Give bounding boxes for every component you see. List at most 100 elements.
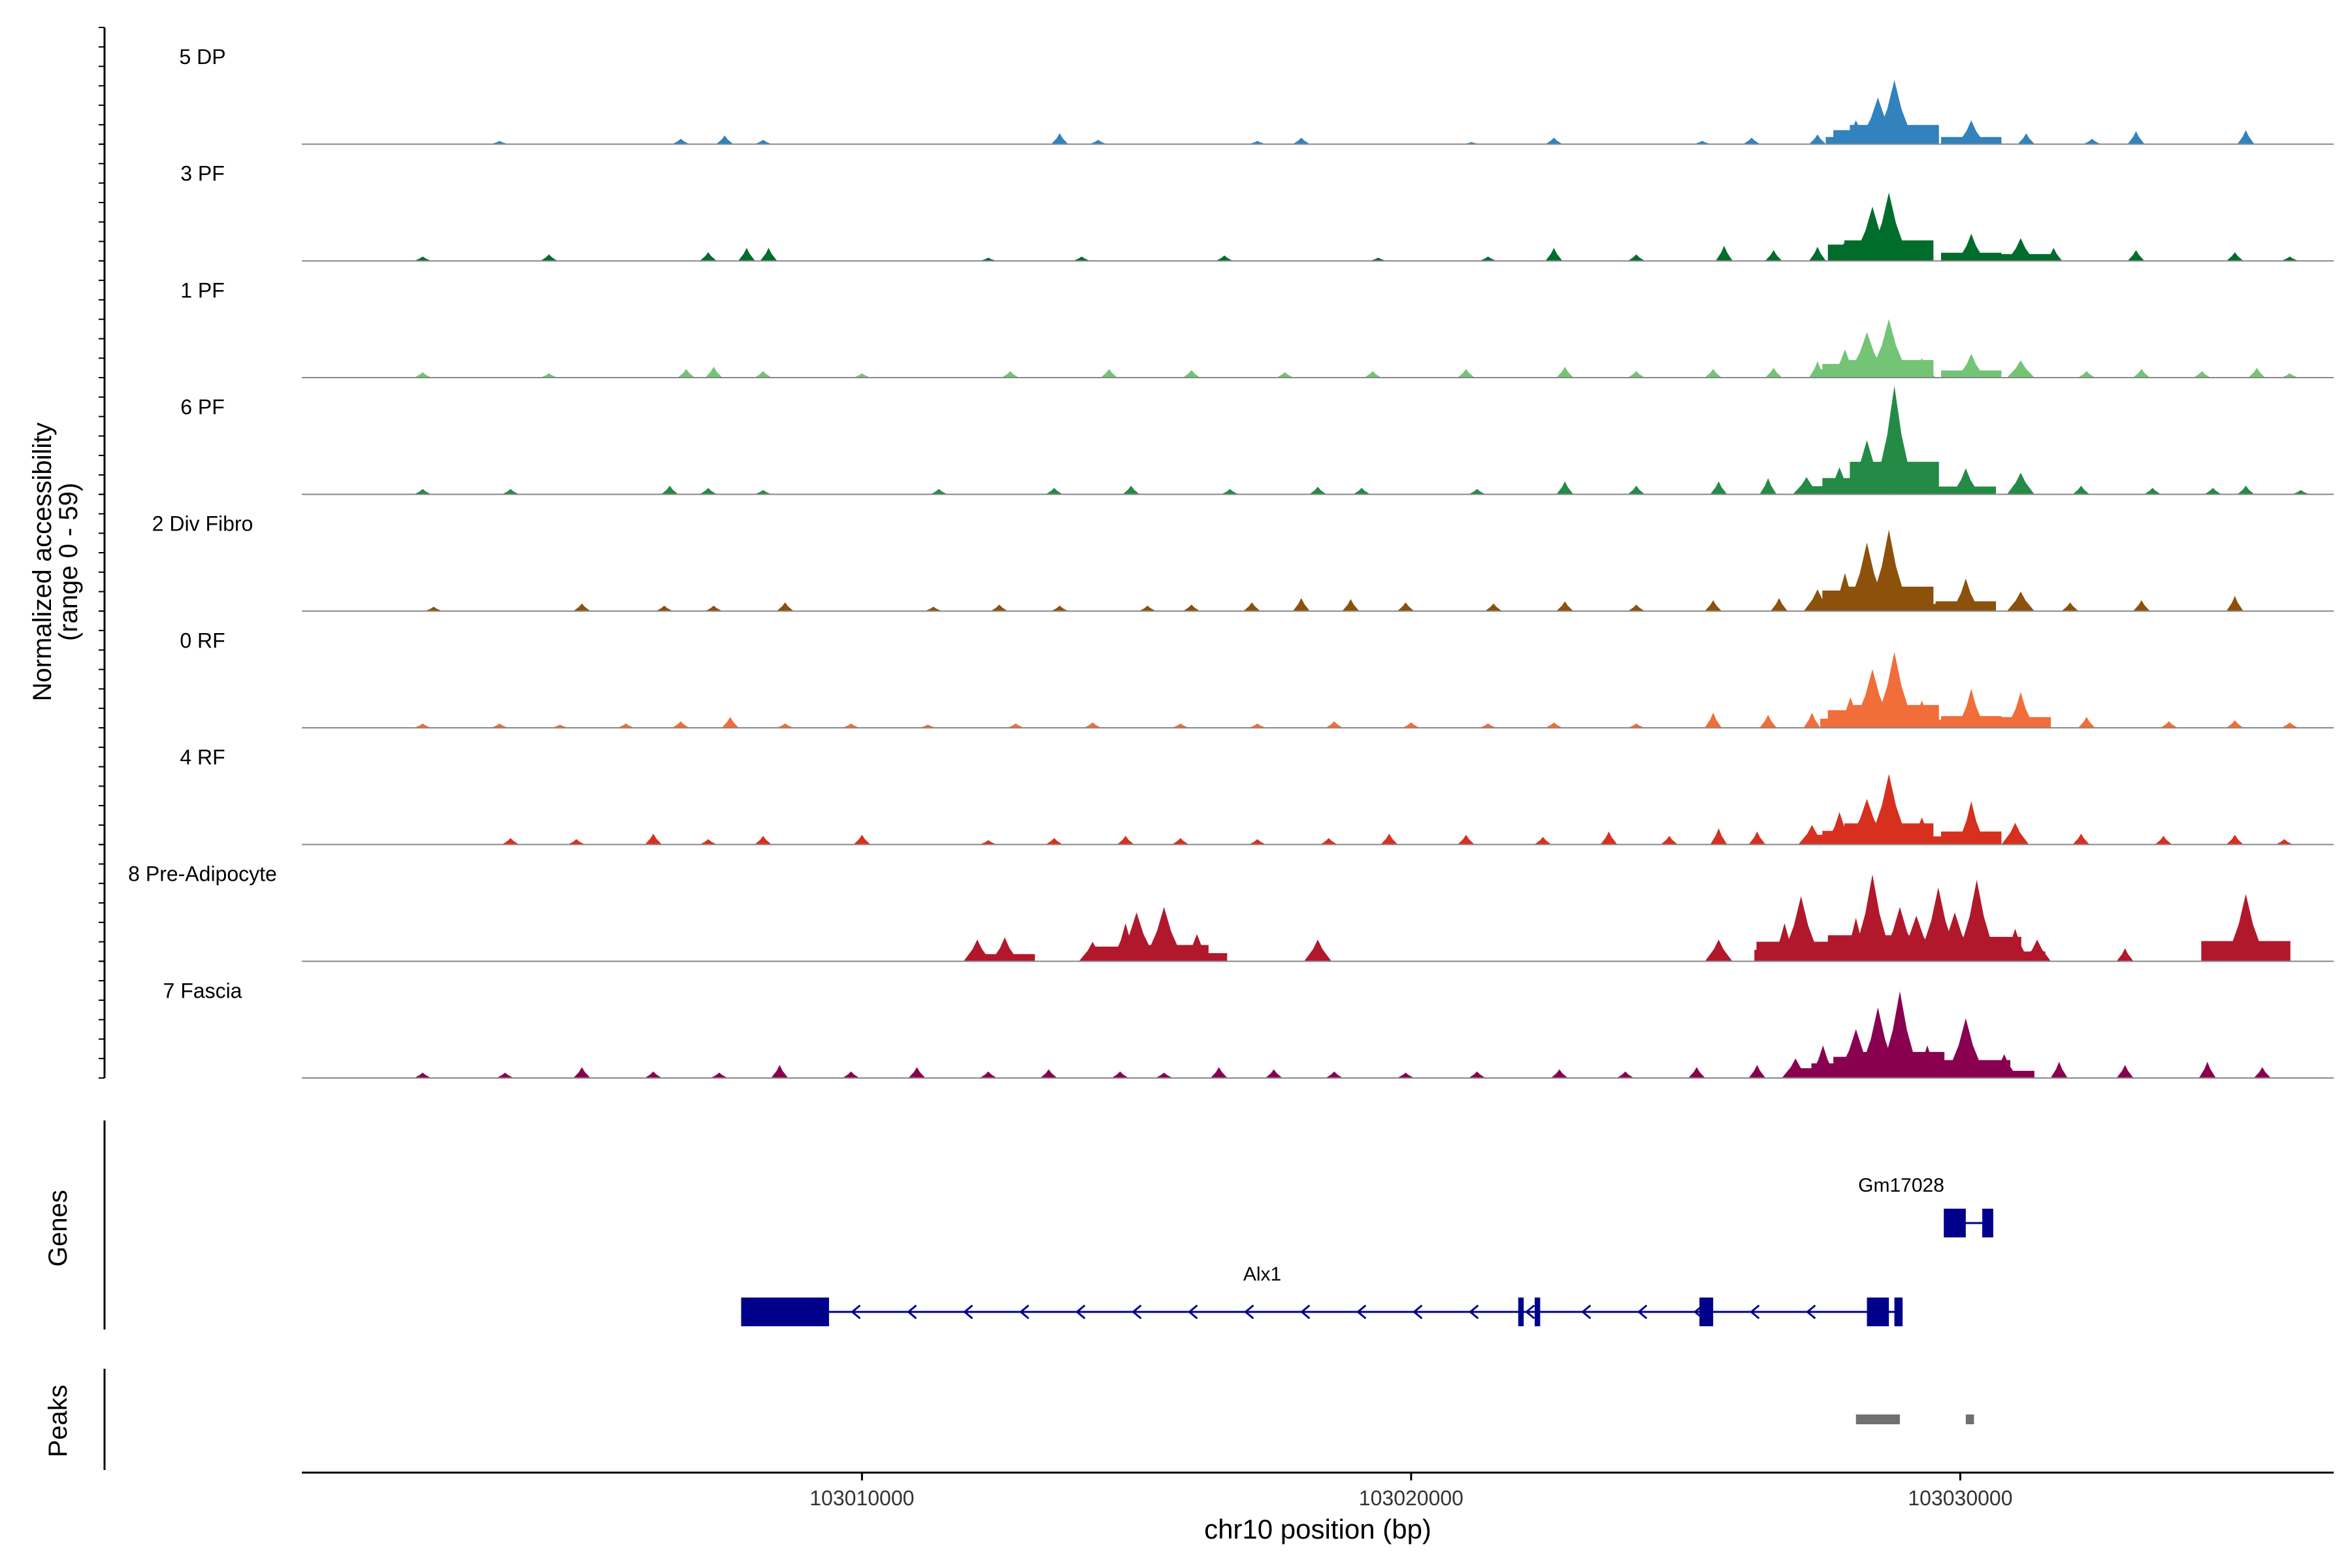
y-axis-label-line2: (range 0 - 59) xyxy=(54,483,83,641)
peak-mark xyxy=(1743,137,1761,144)
peak-mark xyxy=(2072,485,2090,495)
gene-exon xyxy=(1894,1298,1903,1326)
peak-mark xyxy=(2226,720,2244,728)
peak-mark xyxy=(497,1072,514,1078)
peak-mark xyxy=(1183,604,1200,612)
peak-mark xyxy=(1111,1071,1129,1078)
peak-mark xyxy=(2204,487,2222,495)
track-2-div-fibro: 2 Div Fibro xyxy=(152,512,2334,612)
track-8-pre-adipocyte: 8 Pre-Adipocyte xyxy=(128,862,2334,962)
peak-mark xyxy=(2281,722,2298,728)
peak-mark xyxy=(1705,712,1722,728)
track-3-pf: 3 PF xyxy=(180,162,2334,262)
coverage-tracks: 5 DP 3 PF 1 PF 6 PF 2 Div Fibro 0 RF 4 RF 8 Pre… xyxy=(128,45,2334,1079)
peak-mark xyxy=(1479,256,1497,261)
peak-mark xyxy=(1249,140,1266,144)
peak-mark xyxy=(1545,722,1563,728)
peak-mark xyxy=(1304,939,1331,962)
strand-arrow-icon xyxy=(907,1304,917,1320)
peak-region xyxy=(1855,1414,1900,1424)
peak-mark xyxy=(1265,1069,1282,1078)
peak-mark xyxy=(2006,591,2034,612)
strand-arrow-icon xyxy=(1750,1304,1760,1320)
peak-region xyxy=(1965,1414,1974,1424)
strand-arrow-icon xyxy=(1244,1304,1254,1320)
peak-mark xyxy=(1627,485,1645,495)
peak-mark xyxy=(1084,722,1102,728)
peak-mark xyxy=(705,367,723,378)
peak-mark xyxy=(1045,487,1063,495)
peak-mark xyxy=(2248,368,2266,378)
peak-mark xyxy=(755,371,772,378)
peak-mark xyxy=(776,723,794,728)
peak-mark xyxy=(502,489,519,495)
peak-mark xyxy=(502,838,519,845)
peak-mark xyxy=(1369,257,1387,261)
peak-mark xyxy=(2006,360,2034,378)
peak-mark xyxy=(930,489,948,495)
peak-mark xyxy=(1479,723,1497,728)
peak-mark xyxy=(2144,487,2161,495)
peak-mark xyxy=(2116,1065,2134,1078)
peak-mark xyxy=(1803,712,1821,728)
peak-mark xyxy=(924,606,942,612)
peak-mark xyxy=(1100,368,1118,378)
position-axis: 103010000 103020000 103030000 xyxy=(302,1471,2334,1510)
peak-mark xyxy=(1397,1072,1414,1078)
peak-mark xyxy=(1139,606,1156,612)
track-1-pf: 1 PF xyxy=(180,278,2334,378)
peak-mark xyxy=(2078,371,2095,378)
peak-mark xyxy=(1249,839,1266,845)
gene-gm17028: Gm17028 xyxy=(1858,1175,1993,1237)
peak-shoulder xyxy=(974,954,1036,962)
peak-mark xyxy=(1556,601,1574,612)
peak-mark xyxy=(1808,134,1826,144)
peak-mark xyxy=(1705,939,1733,962)
peak-mark xyxy=(990,604,1008,612)
peak-mark xyxy=(1545,248,1563,261)
track-label: 2 Div Fibro xyxy=(152,512,253,536)
peak-mark xyxy=(1243,602,1261,612)
peak-mark xyxy=(1402,722,1420,728)
peak-mark xyxy=(1765,368,1782,378)
strand-arrow-icon xyxy=(1806,1304,1816,1320)
peak-mark xyxy=(1484,603,1502,612)
peak-mark xyxy=(1545,137,1563,144)
peak-mark xyxy=(1326,1071,1343,1078)
peak-mark xyxy=(2281,373,2298,378)
peak-mark xyxy=(1913,246,1931,261)
peak-mark xyxy=(1660,836,1678,845)
gene-track: Gm17028 Alx1 xyxy=(741,1175,1993,1326)
strand-arrow-icon xyxy=(1019,1304,1030,1320)
peaks-axis-label: Peaks xyxy=(44,1384,73,1457)
peak-mark xyxy=(1183,370,1200,378)
peak-mark xyxy=(979,257,997,261)
peak-mark xyxy=(2083,139,2101,144)
peak-mark xyxy=(716,135,734,144)
track-label: 5 DP xyxy=(179,45,225,69)
peak-mark xyxy=(1221,489,1239,495)
peak-mark xyxy=(2253,1067,2271,1078)
peak-mark xyxy=(2226,596,2244,612)
peak-mark xyxy=(2127,250,2145,261)
peak-mark xyxy=(1457,368,1475,378)
peak-mark xyxy=(1908,358,1936,378)
peak-mark xyxy=(1117,836,1134,845)
peak-mark xyxy=(573,603,591,612)
strand-arrow-icon xyxy=(1469,1304,1479,1320)
peak-shoulder xyxy=(1886,604,1947,612)
peak-mark xyxy=(700,487,717,495)
peak-mark xyxy=(1380,834,1398,845)
peak-mark xyxy=(760,248,777,261)
peak-mark xyxy=(2198,1062,2216,1078)
peak-mark xyxy=(1688,1067,1705,1078)
peak-mark xyxy=(1771,598,1788,612)
peak-mark xyxy=(2023,939,2051,962)
peak-mark xyxy=(1705,600,1722,612)
peak-mark xyxy=(1309,487,1326,495)
peak-mark xyxy=(2045,248,2063,261)
peak-mark xyxy=(425,606,442,612)
peak-mark xyxy=(1808,246,1826,261)
strand-arrow-icon xyxy=(1525,1304,1535,1320)
